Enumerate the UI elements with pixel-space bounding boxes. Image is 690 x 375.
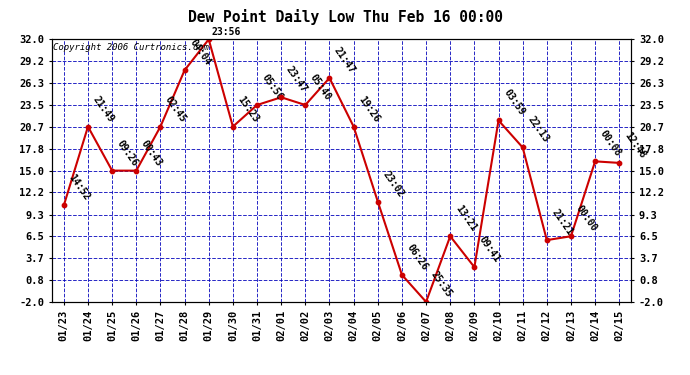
Text: 19:26: 19:26 <box>357 94 382 124</box>
Point <box>444 233 455 239</box>
Text: 09:41: 09:41 <box>477 234 502 264</box>
Point <box>58 202 69 208</box>
Point <box>130 168 142 174</box>
Text: Dew Point Daily Low Thu Feb 16 00:00: Dew Point Daily Low Thu Feb 16 00:00 <box>188 9 502 26</box>
Point <box>299 102 310 108</box>
Text: 21:21: 21:21 <box>550 207 575 237</box>
Text: 23:47: 23:47 <box>284 65 309 94</box>
Point <box>106 168 117 174</box>
Point <box>566 233 577 239</box>
Point <box>396 272 407 278</box>
Text: 02:45: 02:45 <box>164 94 188 124</box>
Point <box>469 264 480 270</box>
Text: 05:56: 05:56 <box>260 72 285 102</box>
Point <box>420 299 432 305</box>
Point <box>518 144 529 150</box>
Text: 06:26: 06:26 <box>405 242 430 272</box>
Text: 21:49: 21:49 <box>91 94 116 124</box>
Text: Copyright 2006 Curtronics.com: Copyright 2006 Curtronics.com <box>53 44 209 52</box>
Point <box>228 124 239 130</box>
Text: 00:43: 00:43 <box>139 138 164 168</box>
Text: 23:02: 23:02 <box>381 169 406 199</box>
Text: 15:23: 15:23 <box>236 94 261 124</box>
Text: 25:35: 25:35 <box>429 269 454 299</box>
Point <box>373 198 384 204</box>
Point <box>589 158 600 164</box>
Point <box>614 160 625 166</box>
Point <box>324 75 335 81</box>
Text: 13:21: 13:21 <box>453 204 478 234</box>
Text: 00:08: 00:08 <box>598 129 623 159</box>
Text: 12:48: 12:48 <box>622 130 647 160</box>
Text: 22:13: 22:13 <box>526 115 551 145</box>
Point <box>251 102 262 108</box>
Point <box>276 94 287 100</box>
Point <box>83 124 94 130</box>
Text: 09:26: 09:26 <box>115 138 140 168</box>
Point <box>203 36 214 42</box>
Point <box>179 67 190 73</box>
Text: 23:56: 23:56 <box>212 27 241 37</box>
Text: 03:59: 03:59 <box>502 88 526 118</box>
Point <box>493 117 504 123</box>
Point <box>542 237 553 243</box>
Point <box>348 124 359 130</box>
Text: 21:47: 21:47 <box>333 45 357 75</box>
Text: 05:40: 05:40 <box>308 72 333 102</box>
Text: 04:04: 04:04 <box>188 38 213 68</box>
Text: 14:52: 14:52 <box>67 173 92 202</box>
Text: 00:00: 00:00 <box>574 204 599 234</box>
Point <box>155 124 166 130</box>
